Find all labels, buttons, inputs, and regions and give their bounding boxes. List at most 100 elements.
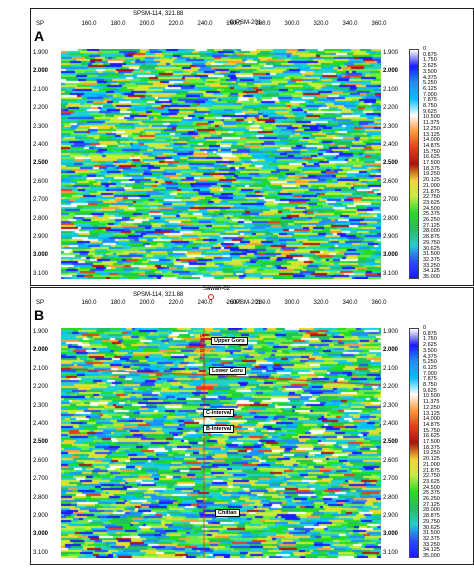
y-tick-label: 2.900 <box>383 513 399 519</box>
y-tick-label: 2.500 <box>383 439 399 446</box>
y-axis-left: 1.900 2.000 2.100 2.200 2.300 2.400 2.500 2.600… <box>33 328 55 558</box>
y-tick-label: 2.800 <box>33 494 49 501</box>
x-tick-label: 300.0 <box>284 21 300 27</box>
x-axis-ticks: 160.0 180.0 200.0 220.0 240.0 260.0 280.0 300.0… <box>61 300 386 308</box>
colorbar-label: 31.500 <box>423 251 440 258</box>
horizon-label-c-interval: C-Interval <box>203 409 235 417</box>
x-tick-label: 320.0 <box>313 300 329 306</box>
y-axis-right: 1.900 2.000 2.100 2.200 2.300 2.400 2.500 2.600… <box>383 328 405 558</box>
y-tick-label: 3.100 <box>33 549 49 556</box>
colorbar-label: 1.750 <box>423 336 437 343</box>
y-tick-label: 2.800 <box>33 215 49 222</box>
colorbar-label: 3.500 <box>423 68 437 75</box>
colorbar-label: 27.125 <box>423 501 440 508</box>
colorbar-label: 4.375 <box>423 353 437 360</box>
colorbar-label: 0 <box>423 46 427 52</box>
y-tick-label: 2.500 <box>383 160 399 167</box>
colorbar-label: 22.750 <box>423 473 440 480</box>
well-name: Sawan-02 <box>203 286 231 292</box>
colorbar-label: 15.750 <box>423 148 440 155</box>
y-tick-label: 2.300 <box>33 402 49 409</box>
colorbar-label: 14.875 <box>423 421 440 428</box>
colorbar-label: 0.875 <box>423 51 437 58</box>
colorbar-label: 5.250 <box>423 359 437 366</box>
y-tick-label: 2.700 <box>33 197 49 204</box>
x-tick-label: 180.0 <box>110 300 126 306</box>
colorbar <box>409 49 419 279</box>
colorbar-label: 35.000 <box>423 274 440 280</box>
colorbar-label: 0 <box>423 325 427 331</box>
y-tick-label: 2.900 <box>383 234 399 240</box>
colorbar-label: 14.875 <box>423 142 440 149</box>
y-tick-label: 2.400 <box>33 421 49 427</box>
y-tick-label: 3.100 <box>33 270 49 277</box>
y-tick-label: 2.100 <box>383 86 399 93</box>
panel-letter: B <box>34 307 45 323</box>
y-tick-label: 2.300 <box>383 402 399 409</box>
y-tick-label: 2.500 <box>33 439 49 446</box>
colorbar-label: 12.250 <box>423 125 440 132</box>
y-tick-label: 2.800 <box>383 215 399 222</box>
x-tick-label: 340.0 <box>342 300 358 306</box>
colorbar-label: 26.250 <box>423 496 440 502</box>
colorbar-label: 18.375 <box>423 165 440 172</box>
colorbar-label: 16.625 <box>423 154 440 161</box>
colorbar-label: 22.750 <box>423 194 440 201</box>
y-tick-label: 2.700 <box>383 476 399 483</box>
x-tick-label: 280.0 <box>255 300 271 306</box>
x-tick-label: 260.0 <box>226 300 242 306</box>
y-tick-label: 2.500 <box>33 160 49 167</box>
colorbar-label: 9.625 <box>423 108 437 115</box>
colorbar-label: 6.125 <box>423 85 437 92</box>
colorbar-label: 3.500 <box>423 347 437 354</box>
colorbar-label: 20.125 <box>423 177 440 184</box>
y-tick-label: 2.600 <box>383 178 399 185</box>
x-tick-label: 220.0 <box>168 21 184 27</box>
x-tick-label: 200.0 <box>139 21 155 27</box>
colorbar-label: 8.750 <box>423 382 437 388</box>
colorbar-label: 19.250 <box>423 171 440 178</box>
y-tick-label: 2.300 <box>33 123 49 130</box>
line-label-center: - GIPSM-201 - <box>226 20 265 26</box>
colorbar-label: 15.750 <box>423 427 440 434</box>
colorbar-label: 28.875 <box>423 513 440 520</box>
y-tick-label: 2.400 <box>383 421 399 427</box>
colorbar-label: 14.000 <box>423 416 440 423</box>
colorbar-label: 26.250 <box>423 217 440 223</box>
colorbar-label: 7.000 <box>423 91 437 98</box>
colorbar <box>409 328 419 558</box>
colorbar-label: 31.500 <box>423 530 440 537</box>
colorbar-label: 10.500 <box>423 393 440 400</box>
y-tick-label: 2.000 <box>33 347 49 354</box>
colorbar-label: 10.500 <box>423 114 440 121</box>
colorbar-label: 34.125 <box>423 268 440 275</box>
horizon-label-lower-goru: Lower Goru <box>209 367 246 375</box>
colorbar-label: 11.375 <box>423 399 440 406</box>
colorbar-label: 28.875 <box>423 234 440 241</box>
x-tick-label: 200.0 <box>139 300 155 306</box>
line-label-center: - GIPSM-201 - <box>226 300 265 306</box>
colorbar-label: 30.625 <box>423 524 440 531</box>
colorbar-label: 8.750 <box>423 103 437 109</box>
panel-letter: A <box>34 28 45 44</box>
y-tick-label: 2.100 <box>33 86 49 93</box>
colorbar-label: 33.250 <box>423 262 440 269</box>
colorbar-labels: 0 0.875 1.750 2.625 3.500 4.375 5.250 6.125 7.00… <box>423 325 463 560</box>
colorbar-label: 6.125 <box>423 364 437 371</box>
y-tick-label: 2.400 <box>33 142 49 148</box>
x-tick-label: 280.0 <box>255 21 271 27</box>
colorbar-label: 32.375 <box>423 535 440 542</box>
colorbar-label: 12.250 <box>423 404 440 411</box>
y-axis-left: 1.900 2.000 2.100 2.200 2.300 2.400 2.500 2.600… <box>33 49 55 279</box>
colorbar-label: 14.000 <box>423 137 440 144</box>
colorbar-label: 13.125 <box>423 410 440 417</box>
colorbar-label: 35.000 <box>423 553 440 559</box>
colorbar-label: 0.875 <box>423 330 437 337</box>
y-tick-label: 2.200 <box>33 384 49 391</box>
colorbar-labels: 0 0.875 1.750 2.625 3.500 4.375 5.250 6.125 7.00… <box>423 46 463 281</box>
y-tick-label: 1.900 <box>33 329 49 335</box>
colorbar-label: 21.875 <box>423 188 440 195</box>
colorbar-label: 29.750 <box>423 518 440 525</box>
y-tick-label: 2.200 <box>33 105 49 112</box>
y-tick-label: 3.000 <box>33 531 49 538</box>
